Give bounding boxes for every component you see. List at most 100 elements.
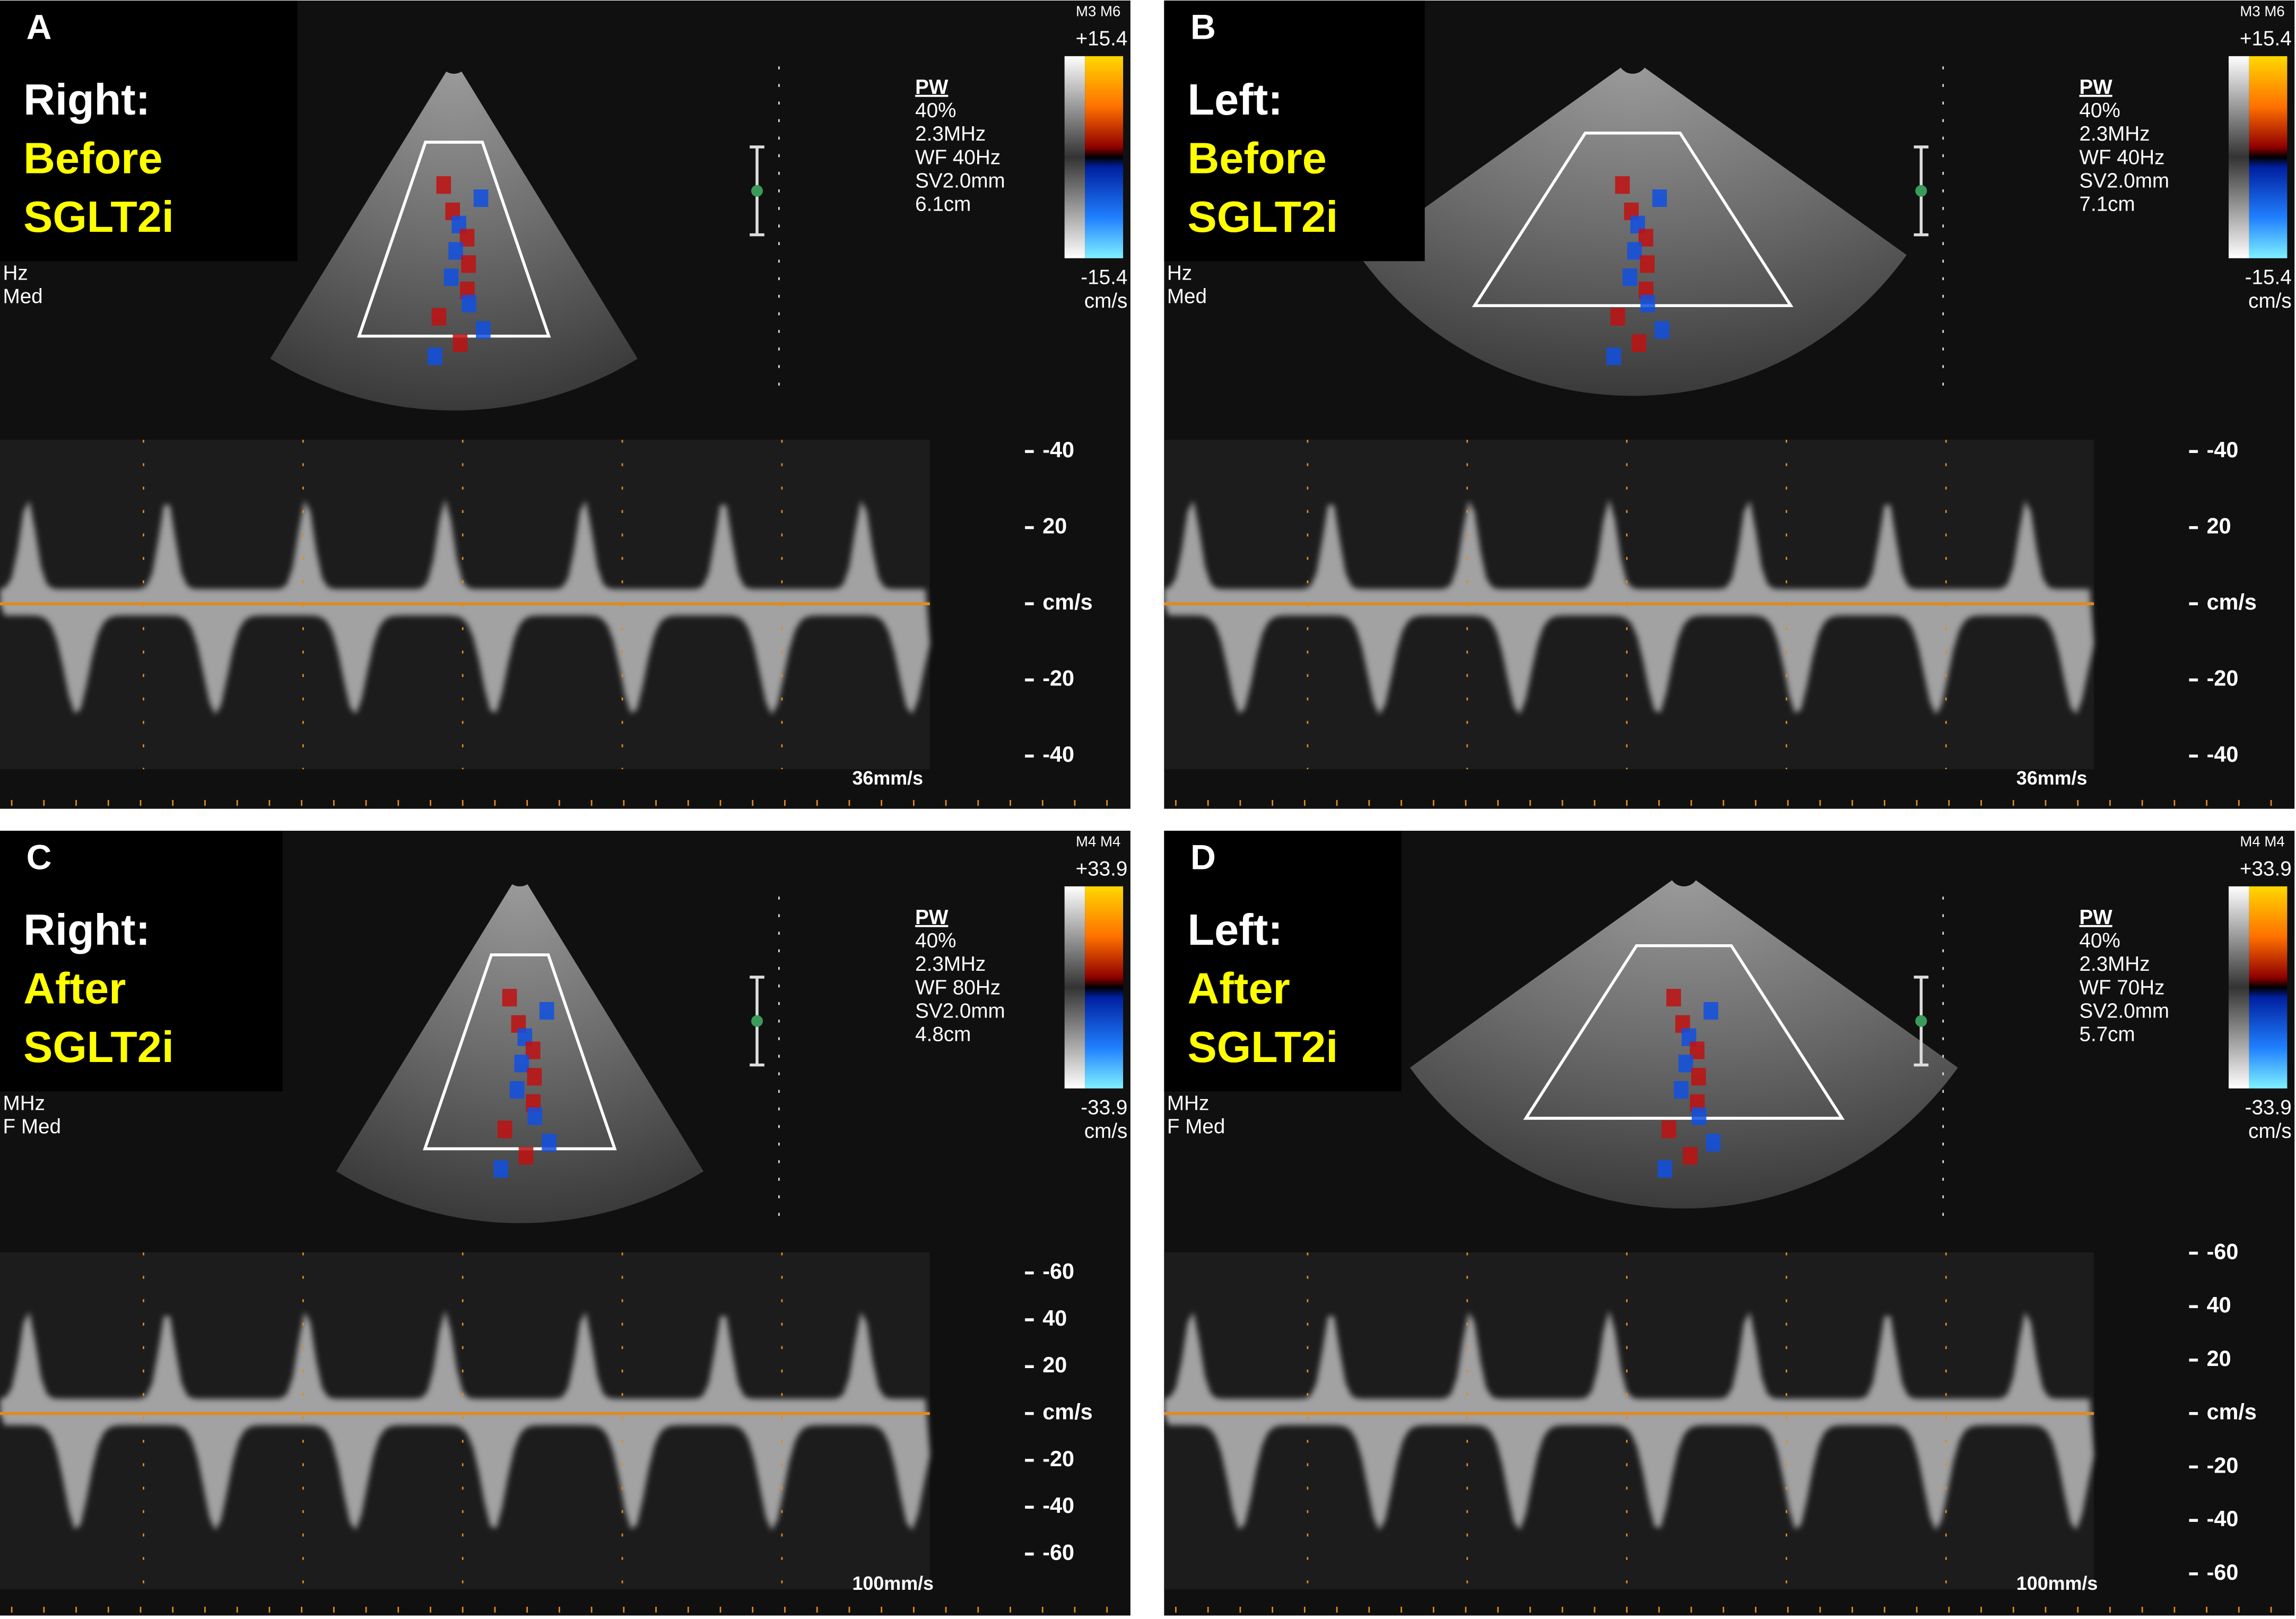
color-flow (1655, 321, 1669, 339)
axis-label: cm/s (2207, 590, 2257, 614)
color-flow (462, 294, 476, 312)
colorbar-gray (2229, 56, 2249, 258)
color-flow (509, 1081, 525, 1099)
gate-dot (1915, 185, 1927, 197)
setting: PW (2079, 906, 2112, 929)
axis-label: 40 (2207, 1293, 2231, 1317)
panel-letter: B (1190, 8, 1216, 47)
color-flow (1683, 1147, 1698, 1165)
side-text: MHz (3, 1092, 45, 1115)
colorbar (2249, 886, 2288, 1089)
scale-label: M4 M4 (1076, 833, 1120, 849)
setting: 2.3MHz (915, 953, 986, 976)
side-text: Hz (1167, 262, 1192, 284)
color-flow (1640, 255, 1655, 273)
color-flow (1615, 176, 1630, 194)
label-box (1164, 0, 1425, 262)
scale-unit: cm/s (1084, 290, 1128, 312)
spectral-waveform (1164, 499, 2094, 715)
setting: 40% (915, 929, 956, 952)
spectral-waveform (1164, 1310, 2094, 1531)
label-timing: Before (1188, 133, 1327, 182)
color-flow (436, 176, 451, 194)
color-flow (453, 334, 468, 352)
axis-label: 40 (1042, 1306, 1067, 1330)
spectral-waveform (0, 499, 930, 715)
color-flow (1674, 1081, 1689, 1099)
color-box (356, 141, 551, 338)
colorbar (1085, 56, 1124, 258)
color-flow (1706, 1134, 1721, 1152)
axis-label: cm/s (1042, 590, 1092, 614)
color-flow (1631, 334, 1647, 352)
scale-label: M3 M6 (1076, 3, 1120, 19)
color-flow (1606, 347, 1621, 365)
side-text: Hz (3, 262, 28, 284)
axis-label: -20 (1042, 1447, 1074, 1471)
color-flow (461, 255, 476, 273)
label-drug: SGLT2i (23, 192, 174, 241)
color-box (1523, 944, 1845, 1120)
axis-label: 20 (2207, 514, 2231, 538)
setting: SV2.0mm (2079, 169, 2169, 192)
gate-dot (751, 185, 763, 197)
color-flow (514, 1055, 529, 1073)
colorbar (2249, 56, 2288, 258)
axis-label: 20 (1042, 514, 1067, 538)
setting: 2.3MHz (2079, 123, 2150, 145)
axis-label: -60 (2207, 1239, 2239, 1264)
setting: 4.8cm (915, 1023, 971, 1046)
sweep-speed: 36mm/s (2016, 768, 2088, 789)
setting: 6.1cm (915, 193, 971, 216)
setting: 40% (2079, 99, 2120, 122)
color-flow (1657, 1160, 1673, 1178)
color-flow (473, 189, 489, 207)
axis-label: -60 (1042, 1259, 1074, 1284)
color-flow (1703, 1002, 1718, 1020)
axis-label: 20 (1042, 1353, 1067, 1377)
color-flow (1627, 242, 1642, 260)
label-drug: SGLT2i (1188, 1022, 1338, 1072)
setting: SV2.0mm (2079, 999, 2169, 1022)
color-flow (1652, 189, 1667, 207)
setting: SV2.0mm (915, 169, 1005, 192)
colorbar-gray (2229, 886, 2249, 1089)
label-drug: SGLT2i (23, 1022, 174, 1072)
color-flow (527, 1068, 542, 1086)
color-flow (518, 1147, 534, 1165)
colorbar (1085, 886, 1124, 1089)
color-flow (1691, 1068, 1706, 1086)
axis-label: cm/s (2207, 1400, 2257, 1424)
label-side: Right: (23, 75, 150, 124)
gate-dot (1915, 1015, 1927, 1027)
label-drug: SGLT2i (1188, 192, 1338, 241)
panel-letter: D (1190, 838, 1216, 877)
axis-label: -40 (2207, 1507, 2239, 1531)
sweep-speed: 36mm/s (852, 768, 923, 789)
colorbar-gray (1064, 56, 1085, 258)
color-flow (1622, 268, 1638, 286)
label-side: Right: (23, 905, 150, 954)
scale-min: -33.9 (1081, 1096, 1127, 1119)
color-flow (497, 1120, 512, 1138)
setting: 2.3MHz (2079, 953, 2150, 976)
label-timing: Before (23, 133, 162, 182)
scale-unit: cm/s (1084, 1120, 1128, 1143)
panel-letter: C (27, 838, 52, 877)
color-flow (527, 1107, 543, 1125)
color-flow (448, 242, 463, 260)
colorbar-gray (1064, 886, 1085, 1089)
color-flow (431, 308, 447, 326)
sweep-speed: 100mm/s (2016, 1573, 2098, 1594)
axis-label: -40 (1042, 1493, 1074, 1518)
color-flow (1640, 294, 1655, 312)
label-box (0, 0, 298, 262)
setting: SV2.0mm (915, 999, 1005, 1022)
scale-max: +15.4 (2240, 28, 2292, 50)
setting: 7.1cm (2079, 193, 2135, 216)
